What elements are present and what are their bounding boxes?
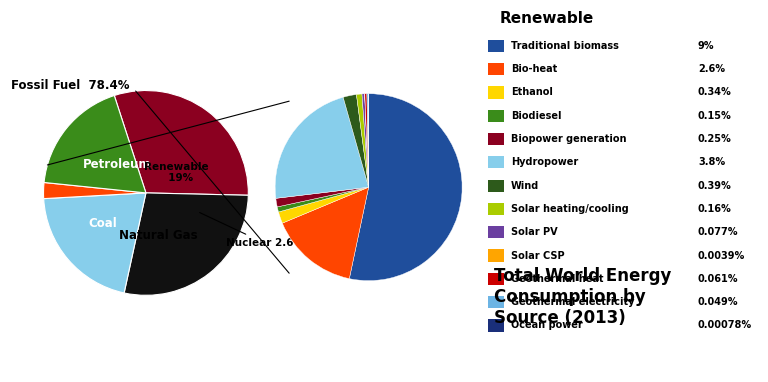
Text: Nuclear 2.6%: Nuclear 2.6% xyxy=(200,212,304,248)
Wedge shape xyxy=(283,187,369,278)
Bar xyxy=(488,86,504,99)
Text: Bio-heat: Bio-heat xyxy=(511,64,558,74)
Bar xyxy=(488,249,504,262)
Text: Total World Energy
Consumption by
Source (2013): Total World Energy Consumption by Source… xyxy=(494,267,671,327)
Text: 0.39%: 0.39% xyxy=(698,181,732,191)
Wedge shape xyxy=(349,94,462,281)
Wedge shape xyxy=(275,97,369,198)
Wedge shape xyxy=(114,91,248,195)
Text: Renewable: Renewable xyxy=(499,11,594,26)
Text: 0.34%: 0.34% xyxy=(698,87,732,97)
Text: 3.8%: 3.8% xyxy=(698,157,725,167)
Wedge shape xyxy=(44,193,146,293)
Text: Biopower generation: Biopower generation xyxy=(511,134,627,144)
Bar xyxy=(488,133,504,145)
Bar xyxy=(488,156,504,168)
Wedge shape xyxy=(356,94,369,187)
Text: 9%: 9% xyxy=(698,41,714,51)
Bar xyxy=(488,203,504,215)
Text: Solar heating/cooling: Solar heating/cooling xyxy=(511,204,629,214)
Wedge shape xyxy=(124,193,248,295)
Wedge shape xyxy=(277,187,369,212)
Text: Fossil Fuel  78.4%: Fossil Fuel 78.4% xyxy=(11,79,129,92)
Wedge shape xyxy=(365,94,369,187)
Text: 0.15%: 0.15% xyxy=(698,111,732,121)
Text: Geothermal electricity: Geothermal electricity xyxy=(511,297,634,307)
Bar xyxy=(488,226,504,238)
Text: Ocean power: Ocean power xyxy=(511,320,583,330)
Text: 0.00078%: 0.00078% xyxy=(698,320,752,330)
Bar xyxy=(488,40,504,52)
Bar xyxy=(488,63,504,75)
Text: Wind: Wind xyxy=(511,181,539,191)
Wedge shape xyxy=(279,187,369,223)
Text: Geothermal heat: Geothermal heat xyxy=(511,274,604,284)
Wedge shape xyxy=(44,96,146,193)
Text: 2.6%: 2.6% xyxy=(698,64,725,74)
Text: 0.16%: 0.16% xyxy=(698,204,732,214)
Text: Ethanol: Ethanol xyxy=(511,87,553,97)
Wedge shape xyxy=(362,94,369,187)
Bar xyxy=(488,180,504,192)
Wedge shape xyxy=(367,94,369,187)
Text: Petroleum: Petroleum xyxy=(83,158,151,171)
Text: 0.25%: 0.25% xyxy=(698,134,732,144)
Text: Renewable
  19%: Renewable 19% xyxy=(144,162,209,183)
Wedge shape xyxy=(44,183,146,199)
Bar xyxy=(488,110,504,122)
Text: Solar PV: Solar PV xyxy=(511,227,558,237)
Text: 0.049%: 0.049% xyxy=(698,297,739,307)
Text: 0.061%: 0.061% xyxy=(698,274,739,284)
Text: Coal: Coal xyxy=(88,217,118,230)
Wedge shape xyxy=(365,94,369,187)
Wedge shape xyxy=(276,187,369,207)
Bar xyxy=(488,296,504,308)
Text: Biodiesel: Biodiesel xyxy=(511,111,561,121)
Text: 0.077%: 0.077% xyxy=(698,227,739,237)
Bar xyxy=(488,273,504,285)
Bar xyxy=(488,319,504,332)
Text: 0.0039%: 0.0039% xyxy=(698,251,745,261)
Text: Natural Gas: Natural Gas xyxy=(119,230,197,243)
Text: Solar CSP: Solar CSP xyxy=(511,251,564,261)
Text: Hydropower: Hydropower xyxy=(511,157,578,167)
Text: Traditional biomass: Traditional biomass xyxy=(511,41,619,51)
Wedge shape xyxy=(343,94,369,187)
